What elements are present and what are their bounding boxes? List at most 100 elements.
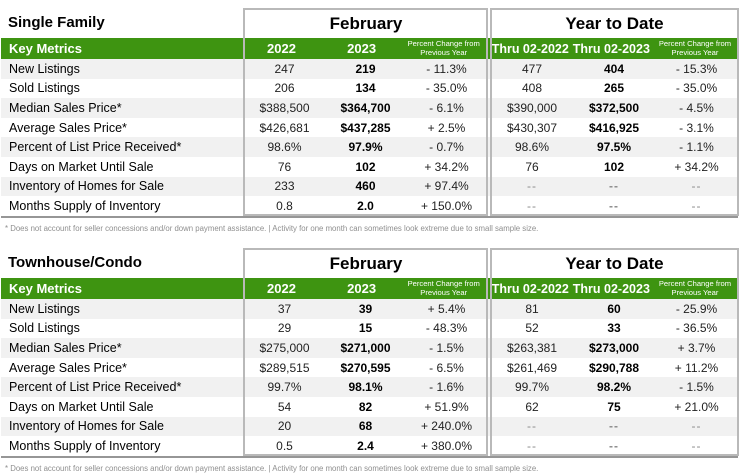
ytd-2023-value: 75 — [607, 399, 621, 414]
table-row: Sold Listings 29 15 - 48.3% 52 33 - 36.5% — [1, 318, 738, 339]
ytd-percent-change-value: + 3.7% — [677, 340, 716, 355]
ytd-2023-value: 404 — [603, 61, 625, 76]
ytd-group-title: Year to Date — [565, 14, 664, 33]
metric-label: Average Sales Price* — [9, 120, 127, 135]
ytd-2022-value: -- — [527, 419, 537, 434]
ytd-percent-change-value: - 25.9% — [675, 301, 718, 316]
ytd-2022-value: 98.6% — [514, 140, 550, 155]
ytd-2022-value: 408 — [521, 81, 543, 96]
feb-percent-change-value: + 97.4% — [424, 179, 469, 194]
ytd-2023-value: 60 — [607, 301, 621, 316]
ytd-percent-change-value: + 21.0% — [674, 399, 719, 414]
feb-2022-value: 0.8 — [276, 198, 293, 213]
metric-label: Days on Market Until Sale — [9, 159, 154, 174]
table-row: Average Sales Price* $289,515 $270,595 - 6.… — [1, 357, 738, 378]
ytd-2023-value: -- — [609, 198, 619, 213]
ytd-2023-value: -- — [609, 179, 619, 194]
table-row: New Listings 37 39 + 5.4% 81 60 - 25.9% — [1, 299, 738, 319]
feb-2023-value: 2.0 — [357, 198, 374, 213]
ytd-2023-value: 102 — [603, 159, 625, 174]
ytd-2023-value: 97.5% — [596, 140, 632, 155]
metric-label: Median Sales Price* — [9, 340, 122, 355]
ytd-thru-2022-header: Thru 02-2022 — [491, 41, 569, 56]
feb-percent-change-value: + 2.5% — [427, 120, 466, 135]
table-row: Average Sales Price* $426,681 $437,285 + 2.… — [1, 117, 738, 138]
footnote: * Does not account for seller concession… — [5, 223, 539, 233]
ytd-2023-value: 265 — [603, 81, 625, 96]
table-row: Median Sales Price* $275,000 $271,000 - 1.5… — [1, 338, 738, 358]
ytd-group-title: Year to Date — [565, 254, 664, 273]
ytd-percent-change-value: - 1.5% — [679, 380, 714, 395]
metric-label: Sold Listings — [9, 321, 80, 336]
ytd-percent-change-header: Percent Change from Previous Year — [658, 278, 732, 297]
table-title-row: Townhouse/Condo February Year to Date — [1, 248, 738, 278]
feb-2023-value: 219 — [355, 61, 376, 76]
feb-2023-value: 15 — [358, 321, 373, 336]
metric-label: Percent of List Price Received* — [9, 380, 182, 395]
feb-2022-value: 247 — [274, 61, 295, 76]
table-row: Months Supply of Inventory 0.5 2.4 + 380.0%… — [1, 436, 738, 456]
ytd-2023-value: -- — [609, 419, 619, 434]
feb-2022-value: $275,000 — [259, 340, 310, 355]
section-title: Single Family — [8, 14, 105, 31]
ytd-2023-value: -- — [609, 438, 619, 453]
ytd-percent-change-value: -- — [691, 179, 702, 194]
metric-label: Months Supply of Inventory — [9, 198, 161, 213]
ytd-2023-value: $416,925 — [588, 120, 640, 135]
feb-2022-value: 29 — [277, 321, 292, 336]
feb-percent-change-value: - 11.3% — [426, 61, 467, 76]
table-row: Sold Listings 206 134 - 35.0% 408 265 - 35.0% — [1, 78, 738, 99]
feb-2022-value: $426,681 — [259, 120, 310, 135]
feb-2022-value: 206 — [274, 81, 295, 96]
ytd-2023-value: $372,500 — [588, 100, 640, 115]
feb-2023-value: $437,285 — [340, 120, 391, 135]
metric-label: Months Supply of Inventory — [9, 438, 161, 453]
feb-2022-value: 98.6% — [267, 140, 302, 155]
table-row: Median Sales Price* $388,500 $364,700 - 6.1… — [1, 98, 738, 118]
ytd-2022-value: -- — [527, 438, 537, 453]
feb-2023-value: $271,000 — [340, 340, 391, 355]
ytd-percent-change-value: + 34.2% — [674, 159, 719, 174]
ytd-thru-2023-header: Thru 02-2023 — [572, 281, 650, 296]
ytd-percent-change-value: - 36.5% — [675, 321, 718, 336]
feb-2022-value: 20 — [277, 419, 292, 434]
feb-2023-value: 82 — [358, 399, 373, 414]
feb-percent-change-value: - 35.0% — [425, 81, 468, 96]
ytd-2023-value: $290,788 — [588, 360, 640, 375]
feb-percent-change-value: + 34.2% — [424, 159, 469, 174]
metric-label: New Listings — [9, 61, 80, 76]
feb-percent-change-value: - 48.3% — [425, 321, 468, 336]
feb-percent-change-value: + 5.4% — [427, 301, 466, 316]
ytd-2022-value: $261,469 — [506, 360, 558, 375]
feb-2023-header: 2023 — [347, 41, 377, 56]
feb-percent-change-value: + 380.0% — [420, 438, 473, 453]
single-family-table: Single Family February Year to Date Key … — [1, 8, 739, 233]
feb-percent-change-value: - 0.7% — [429, 140, 464, 155]
feb-2022-value: $388,500 — [259, 100, 310, 115]
table-row: Percent of List Price Received* 99.7% 98.1… — [1, 377, 738, 397]
metric-label: Inventory of Homes for Sale — [9, 419, 164, 434]
table-row: Days on Market Until Sale 54 82 + 51.9% 62 75… — [1, 396, 738, 417]
feb-percent-change-header: Percent Change from Previous Year — [407, 278, 480, 297]
ytd-2022-value: 99.7% — [514, 380, 550, 395]
feb-2022-value: 54 — [277, 399, 292, 414]
ytd-2022-value: 477 — [521, 61, 543, 76]
metric-label: Sold Listings — [9, 81, 80, 96]
month-group-title: February — [329, 14, 403, 33]
ytd-2023-value: 98.2% — [596, 380, 632, 395]
feb-2023-value: 102 — [355, 159, 376, 174]
ytd-thru-2022-header: Thru 02-2022 — [491, 281, 569, 296]
feb-2022-value: $289,515 — [259, 360, 310, 375]
ytd-percent-change-value: -- — [691, 198, 702, 213]
ytd-percent-change-value: - 1.1% — [679, 140, 714, 155]
feb-2022-value: 233 — [274, 179, 295, 194]
feb-percent-change-value: - 1.6% — [429, 380, 464, 395]
feb-percent-change-value: - 6.5% — [429, 360, 464, 375]
table-body: New Listings 37 39 + 5.4% 81 60 - 25.9% Sold Li… — [1, 299, 738, 458]
feb-percent-change-value: - 1.5% — [429, 340, 464, 355]
metric-label: Median Sales Price* — [9, 100, 122, 115]
feb-2023-value: 2.4 — [357, 438, 374, 453]
feb-2023-value: $270,595 — [340, 360, 391, 375]
ytd-2022-value: -- — [527, 198, 537, 213]
